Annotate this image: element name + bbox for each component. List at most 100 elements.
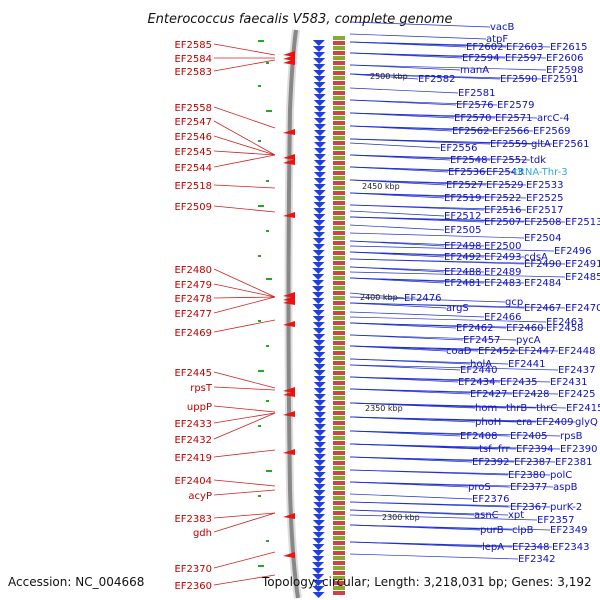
leader-line	[349, 251, 525, 258]
leader-line	[349, 33, 487, 40]
gene-label-right: EF2392	[472, 457, 510, 468]
leader-line	[349, 364, 559, 371]
gene-category-block	[333, 201, 345, 205]
forward-gene-mark	[283, 59, 295, 65]
gene-label-right: EF2559	[490, 139, 528, 150]
gene-label-right: gcp	[505, 297, 523, 308]
gene-label-right: EF2498	[444, 241, 482, 252]
leader-line	[213, 59, 276, 72]
leader-line	[349, 216, 566, 223]
leader-line	[213, 371, 276, 389]
tick-label: 2500 kbp	[370, 72, 408, 81]
gene-category-block	[333, 521, 345, 525]
gene-label-right: EF2408	[460, 431, 498, 442]
reverse-gene-arrow	[313, 454, 326, 460]
reverse-gene-arrow	[312, 328, 325, 334]
reverse-gene-arrow	[313, 382, 326, 388]
gene-category-block	[333, 531, 345, 535]
reverse-gene-arrow	[313, 460, 326, 466]
gene-label-right: EF2536	[448, 167, 486, 178]
gene-label-right: EF2566	[492, 126, 530, 137]
gene-label-left: EF2547	[174, 117, 212, 128]
gene-label-right: EF2556	[440, 143, 478, 154]
reverse-gene-arrow	[312, 580, 325, 586]
gene-category-block	[333, 396, 345, 400]
gene-label-right: EF2548	[450, 155, 488, 166]
gene-label-right: EF2517	[526, 205, 564, 216]
leader-line	[349, 41, 551, 48]
reverse-gene-arrow	[313, 394, 326, 400]
gene-label-right: EF2460	[506, 323, 544, 334]
gene-category-block	[333, 76, 345, 80]
reverse-gene-arrow	[312, 592, 325, 598]
gene-category-block	[333, 361, 345, 365]
reverse-gene-arrow	[313, 52, 326, 58]
leader-line	[349, 302, 447, 309]
leader-line	[349, 87, 459, 94]
gene-category-block	[333, 466, 345, 470]
leader-line	[213, 574, 276, 586]
leader-line	[213, 268, 276, 298]
gene-category-block	[333, 501, 345, 505]
gene-label-right: EF2431	[550, 377, 588, 388]
gene-category-block	[333, 436, 345, 440]
gene-label-right: EF2452	[478, 346, 516, 357]
gene-category-block	[333, 301, 345, 305]
gene-category-block	[333, 256, 345, 260]
gene-category-block	[333, 506, 345, 510]
gene-category-block	[333, 126, 345, 130]
leader-line	[213, 319, 276, 333]
leader-line	[349, 166, 515, 173]
leader-line	[349, 73, 542, 80]
gene-label-right: EF2561	[552, 139, 590, 150]
leader-line	[349, 469, 551, 476]
gene-label-right: EF2533	[526, 180, 564, 191]
gene-category-block	[333, 556, 345, 560]
reverse-gene-arrow	[313, 190, 326, 196]
reverse-gene-arrow	[313, 442, 326, 448]
gene-label-right: EF2571	[495, 113, 533, 124]
reverse-gene-arrow	[313, 448, 326, 454]
reverse-gene-arrow	[313, 220, 326, 226]
gene-label-right: EF2448	[558, 346, 596, 357]
reverse-gene-arrow	[313, 178, 326, 184]
gene-label-right: EF2441	[508, 359, 546, 370]
gene-category-block	[333, 181, 345, 185]
gene-category-block	[333, 86, 345, 90]
leader-line	[213, 412, 276, 424]
gene-label-left: EF2477	[174, 309, 212, 320]
leader-line	[213, 43, 276, 56]
leader-line	[349, 204, 527, 211]
gene-label-right: EF2440	[460, 365, 498, 376]
forward-gene-mark	[283, 513, 295, 519]
gene-category-block	[333, 241, 345, 245]
reverse-gene-arrow	[312, 310, 325, 316]
gene-label-right: EF2343	[552, 542, 590, 553]
tick-label: 2350 kbp	[365, 404, 403, 413]
gene-label-right: xpt	[508, 510, 524, 521]
gene-category-block	[333, 451, 345, 455]
gene-label-left: gdh	[193, 528, 212, 539]
reverse-gene-arrow	[313, 496, 326, 502]
gene-category-block	[333, 391, 345, 395]
reverse-gene-arrow	[313, 352, 326, 358]
gene-label-right: EF2457	[463, 335, 501, 346]
gene-category-block	[333, 51, 345, 55]
reverse-gene-arrow	[313, 112, 326, 118]
gene-category-block	[333, 346, 345, 350]
leader-line	[213, 296, 276, 314]
forward-gene-mark	[258, 565, 264, 567]
gene-label-left: EF2545	[174, 147, 212, 158]
gene-label-right: EF2342	[518, 554, 556, 565]
reverse-gene-arrow	[313, 160, 326, 166]
gene-label-right: tdk	[530, 155, 546, 166]
gene-category-block	[333, 551, 345, 555]
forward-gene-mark	[283, 129, 295, 135]
gene-label-right: holA	[470, 359, 492, 370]
forward-gene-mark	[258, 320, 261, 322]
gene-label-right: EF2508	[524, 217, 562, 228]
leader-line	[213, 154, 276, 168]
reverse-gene-arrow	[313, 58, 326, 64]
gene-label-right: EF2527	[446, 180, 484, 191]
leader-line	[213, 412, 276, 440]
